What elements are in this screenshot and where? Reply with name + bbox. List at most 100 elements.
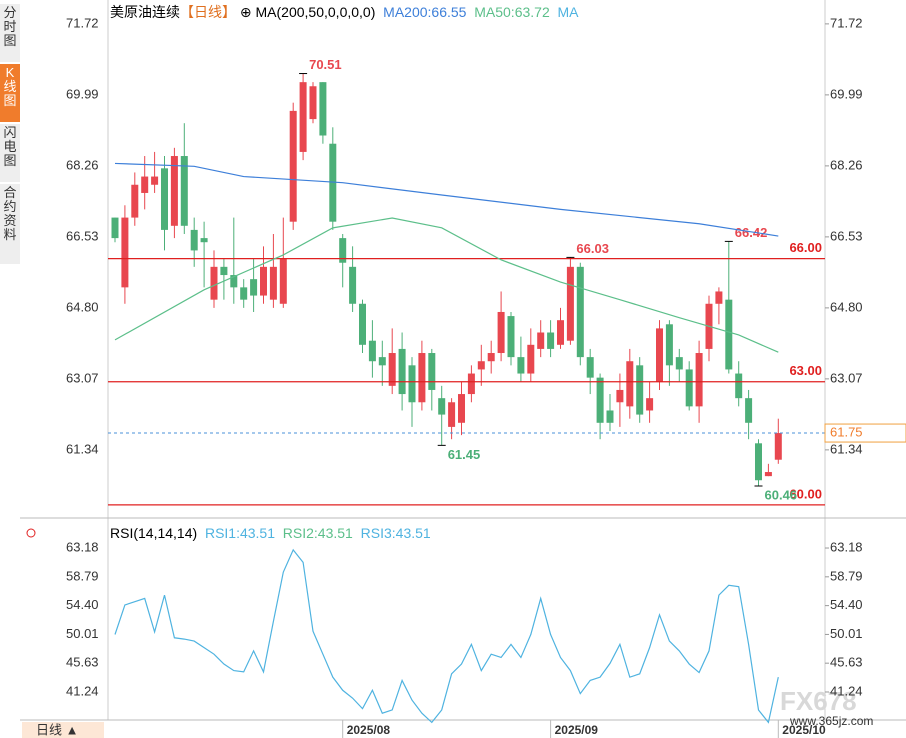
y-tick-label: 64.80 — [66, 299, 99, 314]
y-tick-label: 71.72 — [66, 15, 99, 30]
rsi-legend: RSI3:43.51 — [360, 525, 431, 541]
last-price-label: 61.75 — [830, 424, 863, 439]
series-line — [114, 162, 779, 237]
y-tick-label: 58.79 — [66, 568, 99, 583]
rsi-title: RSI(14,14,14) — [110, 525, 198, 541]
level-label: 63.00 — [789, 363, 822, 378]
y-tick-label: 45.63 — [66, 655, 99, 670]
candle-body — [448, 402, 456, 427]
series-line — [114, 217, 779, 353]
candle-body — [111, 217, 119, 239]
candle-body — [200, 238, 208, 243]
header: 美原油连续【日线】 ⊕ MA(200,50,0,0,0,0) MA200:66.… — [110, 4, 579, 20]
candle-body — [210, 266, 218, 300]
title: 美原油连续 — [110, 4, 180, 20]
candle-body — [507, 316, 515, 358]
candle-body — [161, 168, 168, 230]
series-line — [114, 548, 779, 724]
candle-body — [438, 398, 446, 415]
candle-body — [755, 443, 762, 481]
y-tick-label: 61.34 — [66, 441, 99, 456]
y-tick-label: 54.40 — [830, 597, 863, 612]
legend-ma200: MA200:66.55 — [383, 4, 467, 20]
candle-body — [151, 176, 159, 185]
y-tick-label: 69.99 — [66, 86, 99, 101]
extreme-label: 66.03 — [576, 241, 609, 256]
candle-body — [458, 394, 465, 423]
candle-body — [230, 275, 238, 288]
candle-body — [616, 389, 624, 403]
candle-body — [329, 143, 337, 222]
period-button[interactable] — [22, 722, 104, 738]
candle-body — [725, 299, 733, 370]
y-tick-label: 63.18 — [830, 539, 863, 554]
candle-body — [368, 340, 376, 362]
candle-body — [656, 328, 663, 382]
candle-body — [190, 229, 198, 251]
y-tick-label: 45.63 — [830, 655, 863, 670]
candle-body — [339, 238, 347, 263]
legend-ma50: MA50:63.72 — [474, 4, 550, 20]
y-tick-label: 50.01 — [830, 626, 863, 641]
candle-body — [685, 369, 693, 407]
candle-body — [309, 86, 317, 120]
candle-body — [250, 279, 258, 296]
tab[interactable]: 合约资料 — [0, 184, 20, 264]
candle-body — [774, 433, 782, 460]
candle-body — [527, 344, 535, 374]
period-label[interactable]: 日线 ▲ — [36, 722, 78, 737]
watermark: FX678 — [780, 686, 857, 716]
candle-body — [586, 357, 594, 378]
rsi-header: RSI(14,14,14) RSI1:43.51 RSI2:43.51 RSI3… — [110, 525, 431, 541]
candle-body — [715, 291, 723, 304]
watermark-site: www.365jz.com — [789, 714, 873, 728]
candle-body — [517, 357, 525, 374]
candle-body — [398, 348, 406, 395]
candle-body — [467, 373, 475, 395]
y-tick-label: 71.72 — [830, 15, 863, 30]
y-tick-label: 68.26 — [66, 157, 99, 172]
candle-body — [349, 266, 357, 304]
candle-body — [319, 82, 327, 136]
candle-body — [695, 353, 703, 407]
candle-body — [240, 287, 248, 300]
candle-body — [547, 332, 555, 349]
candle-body — [606, 410, 614, 423]
tab[interactable]: K线图 — [0, 64, 20, 122]
candle-body — [359, 303, 366, 345]
candle-body — [537, 332, 545, 349]
legend-ma: MA(200,50,0,0,0,0) — [255, 4, 376, 20]
settings-icon[interactable] — [26, 528, 36, 538]
y-tick-label: 68.26 — [830, 157, 863, 172]
x-tick-label: 2025/10 — [782, 723, 826, 737]
candle-body — [180, 156, 188, 226]
candle-body — [675, 357, 683, 370]
y-tick-label: 63.07 — [66, 370, 99, 385]
legend-ma-other: MA — [557, 4, 579, 20]
y-tick-label: 50.01 — [66, 626, 99, 641]
candle-body — [428, 353, 436, 390]
candle-body — [269, 266, 277, 300]
candle-body — [665, 324, 673, 366]
y-tick-label: 66.53 — [66, 228, 99, 243]
y-tick-label: 41.24 — [66, 683, 99, 698]
y-tick-label: 54.40 — [66, 597, 99, 612]
x-tick-label: 2025/08 — [347, 723, 391, 737]
candle-body — [566, 266, 574, 341]
candle-body — [745, 398, 753, 423]
y-tick-label: 58.79 — [830, 568, 863, 583]
candle-body — [735, 373, 743, 399]
x-tick-label: 2025/09 — [555, 723, 599, 737]
tab[interactable]: 分时图 — [0, 4, 20, 62]
candle-body — [289, 110, 297, 222]
candle-body — [764, 472, 772, 477]
candle-body — [418, 353, 426, 403]
candle-body — [477, 361, 485, 370]
period[interactable]: 【日线】 — [180, 4, 236, 20]
y-tick-label: 66.53 — [830, 228, 863, 243]
candle-body — [121, 217, 129, 288]
tab[interactable]: 闪电图 — [0, 124, 20, 182]
candle-body — [131, 184, 139, 218]
y-tick-label: 41.24 — [830, 683, 863, 698]
